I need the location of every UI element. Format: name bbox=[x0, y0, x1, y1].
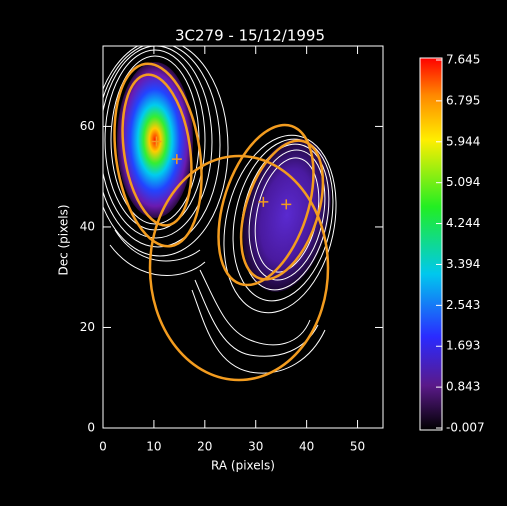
colorbar-tick-label: 0.843 bbox=[446, 380, 480, 394]
chart: 3C279 - 15/12/1995 RA (pixels) Dec (pixe… bbox=[0, 0, 507, 506]
x-axis-label: RA (pixels) bbox=[211, 459, 275, 473]
x-tick-label: 0 bbox=[99, 440, 107, 454]
colorbar-tick-label: 3.394 bbox=[446, 257, 480, 271]
colorbar bbox=[420, 58, 442, 430]
colorbar-tick-label: 5.944 bbox=[446, 134, 480, 148]
bright-component bbox=[117, 62, 193, 218]
x-tick-label: 10 bbox=[146, 440, 161, 454]
colorbar-tick-label: 5.094 bbox=[446, 175, 480, 189]
colorbar-tick-label: -0.007 bbox=[446, 421, 485, 435]
colorbar-tick-label: 6.795 bbox=[446, 93, 480, 107]
y-tick-label: 0 bbox=[87, 421, 95, 435]
colorbar-tick-label: 2.543 bbox=[446, 298, 480, 312]
colorbar-tick-label: 1.693 bbox=[446, 339, 480, 353]
y-axis-label: Dec (pixels) bbox=[57, 204, 71, 275]
x-tick-label: 50 bbox=[350, 440, 365, 454]
y-tick-label: 40 bbox=[80, 219, 95, 233]
y-tick-label: 20 bbox=[80, 320, 95, 334]
x-tick-label: 20 bbox=[197, 440, 212, 454]
colorbar-tick-label: 7.645 bbox=[446, 53, 480, 67]
x-tick-label: 40 bbox=[299, 440, 314, 454]
colorbar-tick-label: 4.244 bbox=[446, 216, 480, 230]
x-tick-label: 30 bbox=[248, 440, 263, 454]
y-tick-label: 60 bbox=[80, 119, 95, 133]
chart-title: 3C279 - 15/12/1995 bbox=[175, 27, 325, 45]
